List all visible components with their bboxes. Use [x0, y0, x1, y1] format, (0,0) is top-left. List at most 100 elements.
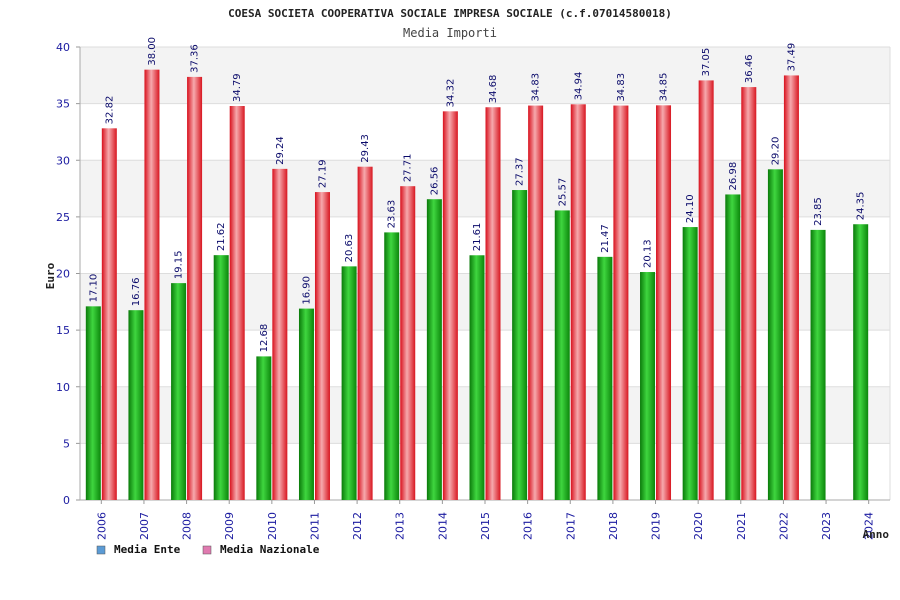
value-labels: 17.10 32.82 16.76 38.00 19.15 37.36 21.62 34.79…: [88, 37, 866, 352]
value-label: 23.63: [387, 200, 398, 229]
bar-media-ente: [853, 224, 869, 500]
bar-media-nazionale: [187, 76, 203, 500]
y-tick-label: 0: [63, 494, 70, 507]
value-label: 21.61: [472, 223, 483, 252]
bar-media-ente: [341, 266, 357, 500]
y-tick-label: 5: [63, 437, 70, 450]
value-label: 17.10: [88, 274, 99, 303]
value-label: 32.82: [104, 96, 115, 125]
x-tick-label: 2011: [308, 512, 321, 540]
bar-media-nazionale: [570, 104, 586, 500]
legend-swatch-media-ente: [96, 545, 106, 555]
value-label: 27.71: [403, 154, 414, 183]
value-label: 12.68: [259, 324, 270, 353]
value-label: 34.79: [232, 73, 243, 102]
value-label: 38.00: [147, 37, 158, 66]
value-label: 36.46: [744, 54, 755, 83]
bar-media-ente: [128, 310, 144, 500]
bar-media-nazionale: [314, 192, 330, 501]
bar-media-ente: [682, 227, 698, 500]
bar-media-ente: [256, 356, 272, 500]
x-tick-label: 2023: [820, 512, 833, 540]
value-label: 20.63: [344, 234, 355, 263]
value-label: 29.43: [360, 134, 371, 163]
x-axis-title: Anno: [863, 528, 890, 541]
bar-media-ente: [512, 190, 528, 501]
x-axis: 2006 2007 2008 2009 2010 2011 2012 2013 2014 2015…: [80, 499, 890, 540]
bar-media-ente: [85, 306, 101, 500]
value-label: 24.35: [856, 192, 867, 221]
bar-media-ente: [597, 256, 613, 500]
y-tick-label: 35: [56, 98, 70, 111]
value-label: 34.83: [531, 73, 542, 102]
bar-media-ente: [725, 194, 741, 500]
bar-media-nazionale: [400, 186, 416, 500]
chart-subtitle: Media Importi: [403, 26, 497, 40]
bar-media-nazionale: [229, 106, 245, 501]
bar-media-ente: [171, 283, 187, 500]
bar-media-ente: [640, 272, 656, 500]
bar-media-ente: [298, 308, 314, 500]
bar-media-nazionale: [272, 168, 288, 500]
y-tick-label: 15: [56, 324, 70, 337]
bar-media-nazionale: [101, 128, 117, 500]
x-tick-label: 2016: [522, 512, 535, 540]
x-tick-label: 2022: [777, 512, 790, 540]
x-tick-label: 2009: [223, 512, 236, 540]
value-label: 34.32: [445, 79, 456, 108]
bar-media-ente: [426, 199, 442, 500]
bar-media-ente: [384, 232, 400, 500]
legend: Media Ente Media Nazionale: [96, 543, 320, 556]
value-label: 20.13: [643, 239, 654, 268]
value-label: 21.47: [600, 224, 611, 253]
value-label: 24.10: [685, 194, 696, 223]
x-tick-label: 2007: [138, 512, 151, 540]
x-tick-label: 2010: [266, 512, 279, 540]
value-label: 27.19: [317, 159, 328, 188]
value-label: 25.57: [557, 178, 568, 207]
y-tick-label: 25: [56, 211, 70, 224]
value-label: 34.83: [616, 73, 627, 102]
bar-media-nazionale: [698, 80, 714, 500]
bar-media-nazionale: [656, 105, 672, 500]
bar-media-nazionale: [613, 105, 629, 501]
bar-media-nazionale: [442, 111, 458, 501]
x-tick-label: 2020: [692, 512, 705, 540]
value-label: 37.49: [786, 43, 797, 72]
bar-media-nazionale: [528, 105, 544, 501]
legend-label-media-ente: Media Ente: [114, 543, 181, 556]
legend-swatch-media-nazionale: [202, 545, 212, 555]
y-axis: 0 5 10 15 20 25 30 35 40: [56, 41, 891, 507]
x-tick-label: 2012: [351, 512, 364, 540]
value-label: 34.94: [573, 72, 584, 101]
value-label: 26.98: [728, 162, 739, 191]
value-label: 27.37: [515, 157, 526, 186]
x-tick-label: 2018: [607, 512, 620, 540]
x-tick-label: 2014: [436, 512, 449, 540]
x-tick-label: 2019: [650, 512, 663, 540]
legend-label-media-nazionale: Media Nazionale: [220, 543, 320, 556]
bar-media-nazionale: [741, 87, 757, 500]
value-label: 34.68: [488, 75, 499, 104]
bar-media-nazionale: [357, 166, 373, 500]
x-tick-label: 2013: [394, 512, 407, 540]
x-tick-label: 2015: [479, 512, 492, 540]
value-label: 26.56: [429, 167, 440, 196]
bar-media-nazionale: [485, 107, 501, 501]
value-label: 21.62: [216, 223, 227, 252]
bar-media-ente: [469, 255, 485, 500]
bar-media-nazionale: [144, 69, 160, 501]
value-label: 23.85: [813, 197, 824, 226]
value-label: 37.05: [701, 48, 712, 77]
value-label: 16.76: [131, 278, 142, 307]
value-label: 16.90: [301, 276, 312, 305]
x-tick-label: 2024: [863, 512, 876, 540]
y-tick-label: 30: [56, 154, 70, 167]
bars: [85, 69, 869, 501]
chart-title: COESA SOCIETA COOPERATIVA SOCIALE IMPRES…: [228, 7, 672, 20]
x-tick-label: 2017: [564, 512, 577, 540]
x-tick-label: 2008: [181, 512, 194, 540]
bar-media-ente: [810, 229, 826, 500]
bar-media-ente: [213, 255, 229, 500]
